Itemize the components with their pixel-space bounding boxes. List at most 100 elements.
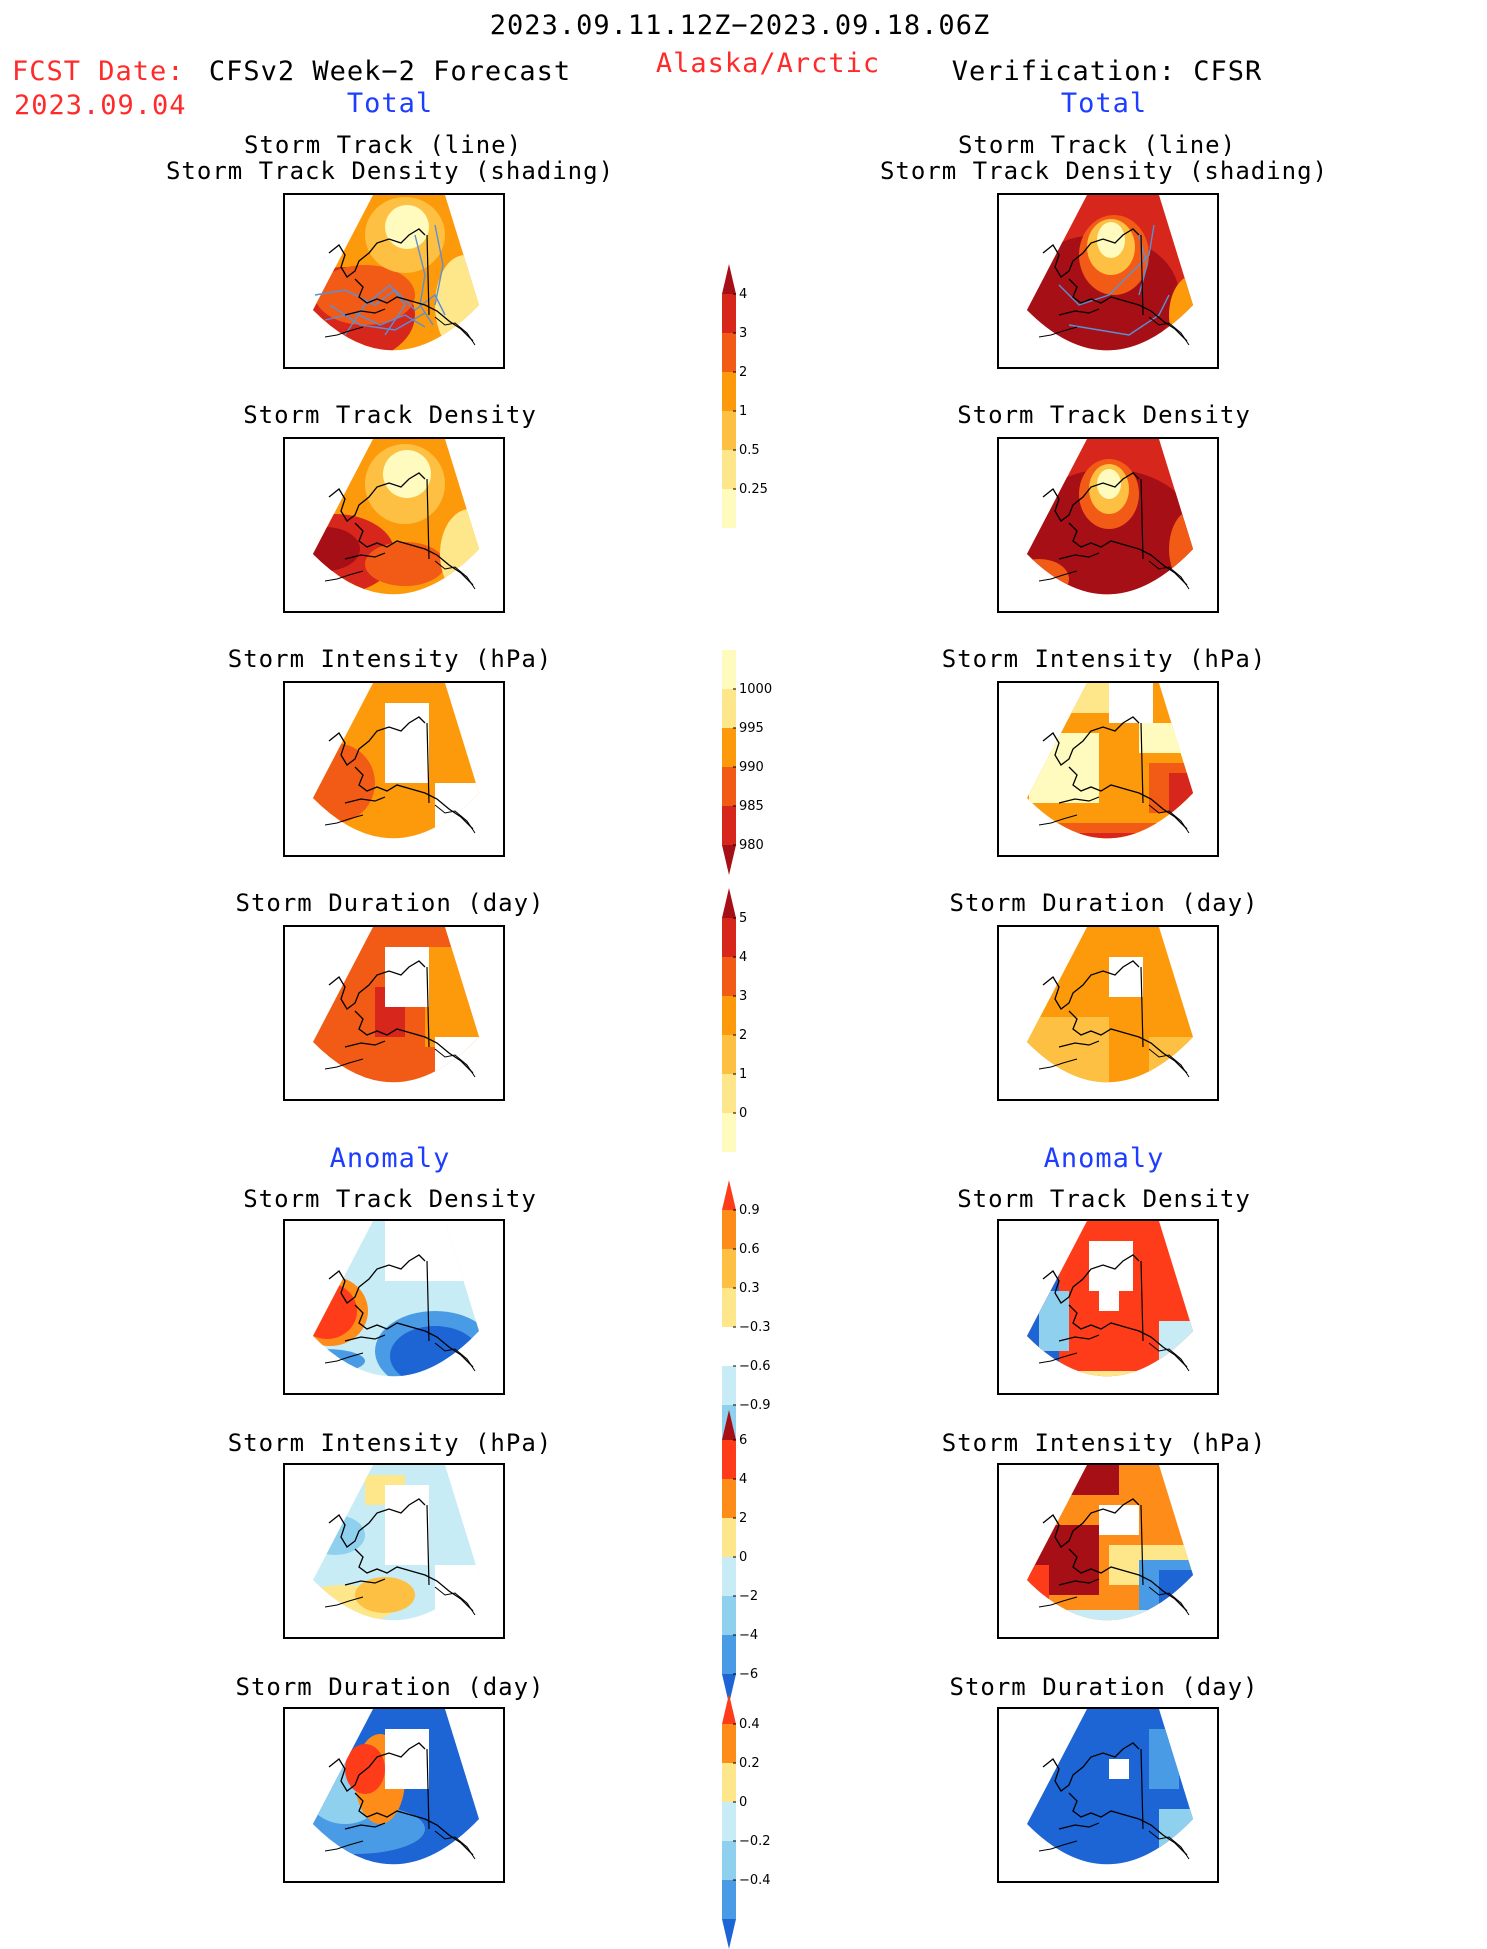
colorbar-tick-label: 0.6 [739,1242,760,1257]
colorbar-swatch [722,806,736,845]
colorbar-swatch [722,1635,736,1674]
colorbar-swatch [722,1518,736,1557]
colorbar-arrow-top [722,1410,736,1440]
colorbar-svg: 1000 995 990 985 980 [722,650,772,875]
fcst-date-value: 2023.09.04 [14,90,187,121]
colorbar-arrow-top [722,264,736,294]
right-duration-title: Storm Duration (day) [949,889,1259,917]
colorbar-swatch [722,1035,736,1074]
colorbar-tick-label: 0 [739,1550,747,1565]
left-anom-duration-title: Storm Duration (day) [235,1673,545,1701]
colorbar-tick-label: 4 [739,950,747,965]
colorbar-tick-label: 0.9 [739,1203,760,1218]
left-track-density-shading-title: Storm Track Density (shading) [165,157,615,185]
forecast-track-density-map [283,437,505,613]
colorbar-tick-label: 0.3 [739,1281,760,1296]
colorbar-tick-label: 0.5 [739,443,760,458]
colorbar-swatch [722,1288,736,1327]
forecast-anomaly-intensity-map [283,1463,505,1639]
colorbar-swatch [722,996,736,1035]
colorbar-tick-label: 5 [739,911,747,926]
colorbar-arrow-bottom [722,845,736,875]
colorbar-svg: 5 4 3 2 1 0 [722,888,747,1152]
colorbar-arrow-bottom [722,1919,736,1949]
colorbar-arrow-top [722,1694,736,1724]
left-anom-intensity-title: Storm Intensity (hPa) [227,1429,553,1457]
anomaly-label-right: Anomaly [1043,1143,1165,1174]
colorbar-swatch [722,1841,736,1880]
forecast-duration-map [283,925,505,1101]
colorbar-swatch [722,1074,736,1113]
colorbar-tick-label: −0.4 [739,1873,771,1888]
forecast-title: CFSv2 Week−2 Forecast [208,56,572,87]
colorbar-duration-anomaly: 0.4 0.2 0 −0.2 −0.4 [722,1694,782,1949]
verification-track-line-map [997,193,1219,369]
colorbar-density-total: 4 3 2 1 0.5 0.25 [722,264,782,528]
colorbar-swatch [722,489,736,528]
colorbar-tick-label: −0.6 [739,1359,771,1374]
date-range-title: 2023.09.11.12Z−2023.09.18.06Z [489,10,991,41]
colorbar-tick-label: 2 [739,365,747,380]
colorbar-swatch [722,372,736,411]
verification-track-density-map [997,437,1219,613]
colorbar-tick-label: 0 [739,1106,747,1121]
colorbar-tick-label: 4 [739,1472,747,1487]
forecast-anomaly-track-density-map [283,1219,505,1395]
colorbar-tick-label: 990 [739,760,764,775]
verification-anomaly-duration-map [997,1707,1219,1883]
colorbar-tick-label: 0.2 [739,1756,760,1771]
colorbar-swatch [722,918,736,957]
colorbar-arrow-top [722,888,736,918]
colorbar-swatch [722,411,736,450]
right-anom-intensity-title: Storm Intensity (hPa) [941,1429,1267,1457]
left-track-line-title: Storm Track (line) [243,131,523,159]
colorbar-swatch [722,957,736,996]
anomaly-label-left: Anomaly [329,1143,451,1174]
right-intensity-title: Storm Intensity (hPa) [941,645,1267,673]
fcst-date-label: FCST Date: [12,56,185,87]
colorbar-swatch [722,1557,736,1596]
colorbar-tick-label: 2 [739,1511,747,1526]
colorbar-swatch [722,333,736,372]
right-track-density-shading-title: Storm Track Density (shading) [879,157,1329,185]
colorbar-tick-label: 1 [739,404,747,419]
left-duration-title: Storm Duration (day) [235,889,545,917]
colorbar-swatch [722,1327,736,1366]
colorbar-tick-label: 980 [739,838,764,853]
colorbar-intensity-total: 1000 995 990 985 980 [722,650,782,875]
total-label-left: Total [346,88,434,119]
colorbar-swatch [722,650,736,689]
colorbar-swatch [722,294,736,333]
colorbar-swatch [722,689,736,728]
colorbar-swatch [722,1210,736,1249]
left-intensity-title: Storm Intensity (hPa) [227,645,553,673]
colorbar-tick-label: 1000 [739,682,772,697]
verification-intensity-map [997,681,1219,857]
colorbar-swatch [722,1479,736,1518]
forecast-intensity-map [283,681,505,857]
right-track-density-title: Storm Track Density [957,401,1251,429]
colorbar-swatch [722,1440,736,1479]
colorbar-swatch [722,728,736,767]
colorbar-swatch [722,1249,736,1288]
colorbar-tick-label: −2 [739,1589,758,1604]
colorbar-tick-label: 6 [739,1433,747,1448]
colorbar-arrow-top [722,1180,736,1210]
colorbar-tick-label: 2 [739,1028,747,1043]
verification-anomaly-intensity-map [997,1463,1219,1639]
colorbar-swatch [722,1802,736,1841]
right-anom-track-density-title: Storm Track Density [957,1185,1251,1213]
colorbar-tick-label: 0 [739,1795,747,1810]
left-track-density-title: Storm Track Density [243,401,537,429]
colorbar-tick-label: 0.25 [739,482,768,497]
verification-title: Verification: CFSR [951,56,1263,87]
colorbar-swatch [722,1763,736,1802]
colorbar-svg: 0.4 0.2 0 −0.2 −0.4 [722,1694,771,1949]
colorbar-swatch [722,1880,736,1919]
colorbar-tick-label: 3 [739,326,747,341]
colorbar-swatch [722,1366,736,1405]
left-anom-track-density-title: Storm Track Density [243,1185,537,1213]
right-anom-duration-title: Storm Duration (day) [949,1673,1259,1701]
colorbar-swatch [722,450,736,489]
colorbar-tick-label: −0.3 [739,1320,771,1335]
